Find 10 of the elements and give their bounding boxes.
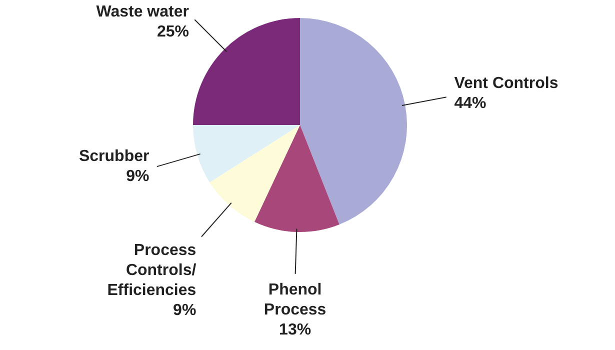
data-label: 44% bbox=[454, 94, 486, 112]
data-label: 9% bbox=[126, 168, 150, 186]
slice-label: Process Controls/ Efficiencies bbox=[107, 242, 197, 300]
slice-label: Phenol Process bbox=[264, 281, 326, 318]
data-label: 25% bbox=[156, 23, 189, 40]
slice-label: Scrubber bbox=[78, 148, 150, 166]
data-label: 9% bbox=[173, 302, 196, 320]
slice-label: Waste water bbox=[96, 3, 189, 20]
data-label: 13% bbox=[279, 321, 312, 338]
slice-label: Vent Controls bbox=[454, 74, 558, 92]
